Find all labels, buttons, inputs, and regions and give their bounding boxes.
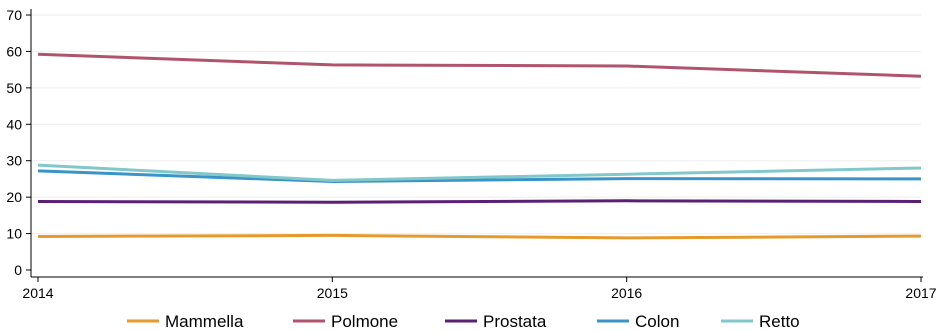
y-tick-label: 70 [6, 7, 22, 23]
x-tick-label: 2015 [317, 285, 348, 301]
y-tick-label: 30 [6, 153, 22, 169]
legend: Mammella Polmone Prostata Colon Retto [127, 312, 800, 331]
legend-item-retto: Retto [721, 312, 800, 331]
legend-label: Mammella [165, 312, 244, 331]
x-tick-label: 2017 [905, 285, 936, 301]
y-tick-label: 40 [6, 116, 22, 132]
y-tick-label: 60 [6, 43, 22, 59]
legend-label: Prostata [483, 312, 547, 331]
x-axis-ticks: 2014 2015 2016 2017 [22, 277, 937, 301]
series-line-colon [37, 169, 922, 183]
legend-label: Polmone [331, 312, 398, 331]
axes [30, 9, 923, 278]
series-line-prostata [37, 199, 922, 204]
legend-item-polmone: Polmone [293, 312, 398, 331]
series-lines [37, 52, 922, 240]
y-tick-label: 10 [6, 226, 22, 242]
series-line-polmone [37, 52, 922, 78]
legend-item-prostata: Prostata [445, 312, 547, 331]
y-tick-label: 0 [14, 262, 22, 278]
y-axis-ticks: 0 10 20 30 40 50 60 70 [6, 7, 31, 278]
series-line-mammella [37, 233, 922, 240]
x-tick-label: 2014 [22, 285, 53, 301]
x-tick-label: 2016 [611, 285, 642, 301]
legend-item-colon: Colon [597, 312, 679, 331]
legend-item-mammella: Mammella [127, 312, 244, 331]
series-line-retto [37, 163, 922, 182]
y-tick-label: 20 [6, 189, 22, 205]
legend-label: Retto [759, 312, 800, 331]
legend-label: Colon [635, 312, 679, 331]
y-tick-label: 50 [6, 80, 22, 96]
grid [31, 14, 921, 235]
